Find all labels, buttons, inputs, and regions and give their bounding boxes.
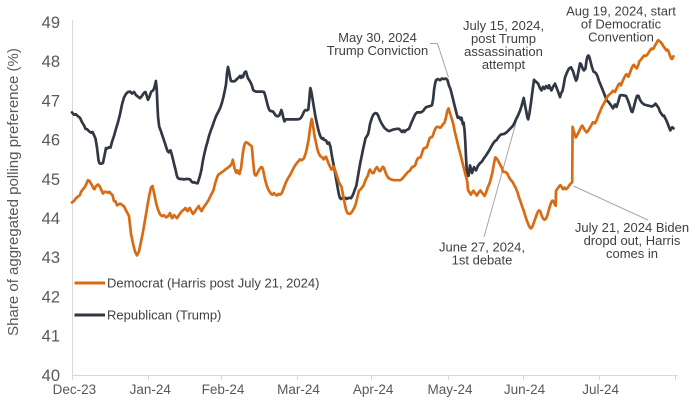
svg-text:41: 41 bbox=[42, 328, 60, 346]
svg-text:Democrat (Harris post July 21,: Democrat (Harris post July 21, 2024) bbox=[107, 276, 319, 291]
svg-text:Dec-23: Dec-23 bbox=[53, 382, 97, 397]
svg-text:May-24: May-24 bbox=[427, 382, 473, 397]
svg-text:49: 49 bbox=[42, 14, 60, 32]
svg-text:Feb-24: Feb-24 bbox=[202, 382, 245, 397]
svg-text:June 27, 2024,1st debate: June 27, 2024, 1st debate bbox=[439, 240, 525, 268]
svg-text:Share of aggregated polling pr: Share of aggregated polling preference (… bbox=[5, 48, 22, 336]
svg-text:46: 46 bbox=[42, 132, 60, 150]
svg-text:44: 44 bbox=[42, 210, 60, 228]
svg-text:Apr-24: Apr-24 bbox=[353, 382, 394, 397]
svg-text:Jul-24: Jul-24 bbox=[582, 382, 619, 397]
svg-text:Mar-24: Mar-24 bbox=[277, 382, 320, 397]
svg-text:48: 48 bbox=[42, 53, 60, 71]
svg-text:43: 43 bbox=[42, 249, 60, 267]
svg-text:Jan-24: Jan-24 bbox=[130, 382, 172, 397]
svg-text:42: 42 bbox=[42, 288, 60, 306]
svg-text:47: 47 bbox=[42, 92, 60, 110]
svg-text:40: 40 bbox=[42, 367, 60, 385]
svg-text:Jun-24: Jun-24 bbox=[504, 382, 546, 397]
svg-text:45: 45 bbox=[42, 171, 60, 189]
svg-text:Republican (Trump): Republican (Trump) bbox=[107, 308, 221, 323]
